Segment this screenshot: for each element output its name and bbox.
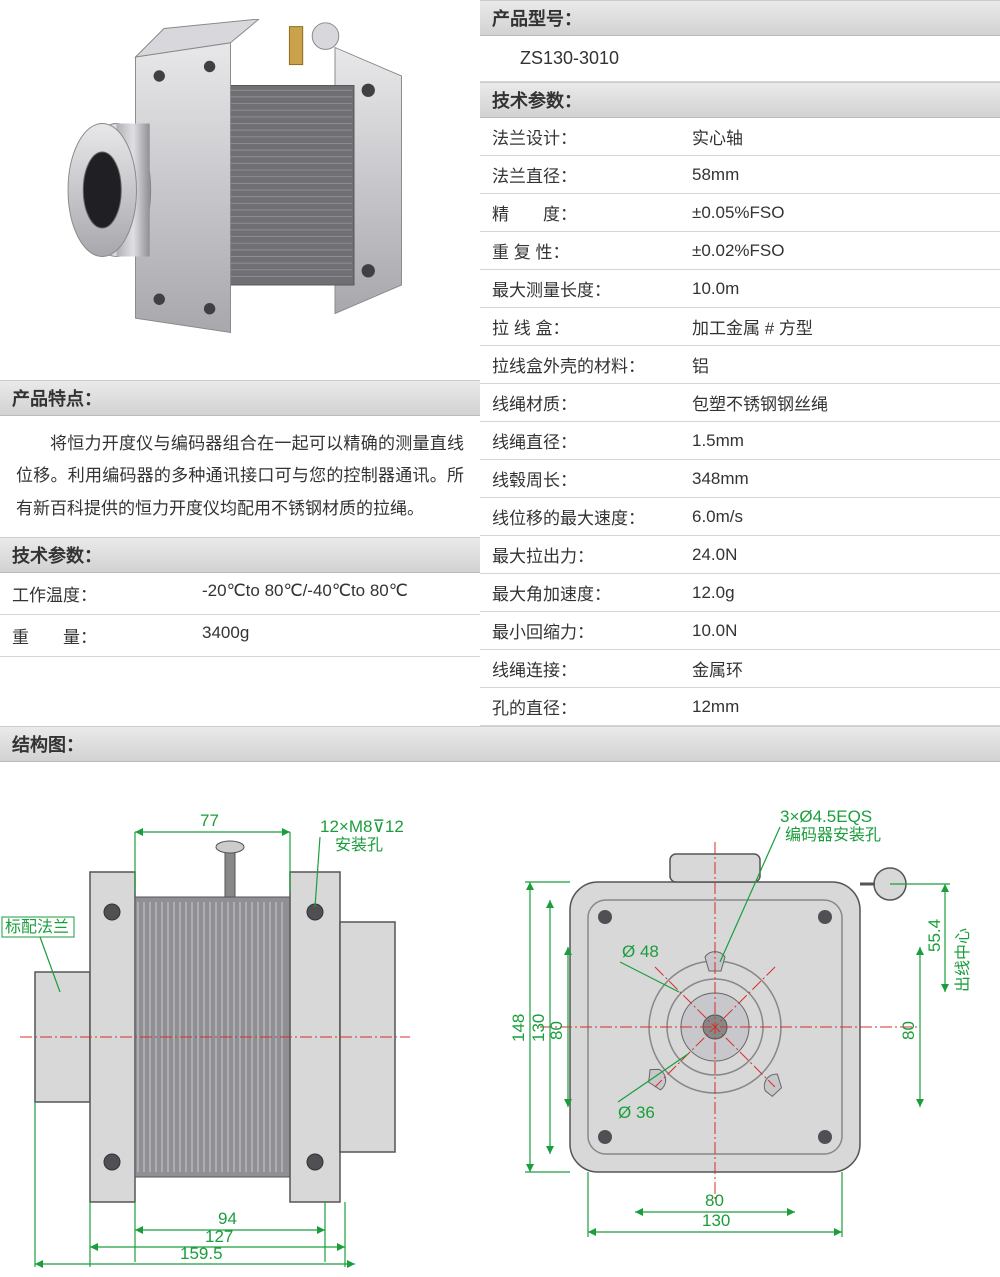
spec-row: 最大拉出力：24.0N	[480, 536, 1000, 574]
features-header: 产品特点：	[0, 380, 480, 416]
spec-label: 法兰直径：	[492, 162, 692, 187]
spec-row: 重 量： 3400g	[0, 615, 480, 657]
svg-text:80: 80	[899, 1021, 918, 1040]
spec-row: 拉线盒外壳的材料：铝	[480, 346, 1000, 384]
spec-row: 线绳直径：1.5mm	[480, 422, 1000, 460]
spec-row: 工作温度： -20℃to 80℃/-40℃to 80℃	[0, 573, 480, 615]
svg-text:94: 94	[218, 1209, 237, 1228]
spec-label: 线绳连接：	[492, 656, 692, 681]
spec-label: 最大拉出力：	[492, 542, 692, 567]
spec-label: 线位移的最大速度：	[492, 504, 692, 529]
spec-value: 12mm	[692, 697, 1000, 717]
spec-label: 法兰设计：	[492, 124, 692, 149]
spec-value: 加工金属 # 方型	[692, 314, 1000, 339]
spec-label: 线绳直径：	[492, 428, 692, 453]
spec-row: 线位移的最大速度：6.0m/s	[480, 498, 1000, 536]
spec-label: 拉 线 盒：	[492, 314, 692, 339]
spec-value: ±0.02%FSO	[692, 241, 1000, 261]
spec-value: 12.0g	[692, 583, 1000, 603]
spec-row: 线毂周长：348mm	[480, 460, 1000, 498]
left-tech-specs-header: 技术参数：	[0, 537, 480, 573]
spec-label: 精 度：	[492, 200, 692, 225]
spec-label: 工作温度：	[12, 581, 202, 606]
model-number: ZS130-3010	[480, 36, 1000, 82]
svg-text:3×Ø4.5EQS: 3×Ø4.5EQS	[780, 807, 872, 826]
svg-text:159.5: 159.5	[180, 1244, 223, 1263]
spec-label: 最大角加速度：	[492, 580, 692, 605]
spec-row: 最小回缩力：10.0N	[480, 612, 1000, 650]
svg-text:77: 77	[200, 811, 219, 830]
spec-label: 最大测量长度：	[492, 276, 692, 301]
product-photo	[20, 0, 460, 380]
svg-text:Ø 36: Ø 36	[618, 1103, 655, 1122]
svg-text:148: 148	[509, 1014, 528, 1042]
spec-row: 法兰直径：58mm	[480, 156, 1000, 194]
svg-text:130: 130	[702, 1211, 730, 1230]
svg-text:编码器安装孔: 编码器安装孔	[785, 826, 881, 844]
spec-label: 线绳材质：	[492, 390, 692, 415]
spec-row: 拉 线 盒：加工金属 # 方型	[480, 308, 1000, 346]
right-tech-specs-header: 技术参数：	[480, 82, 1000, 118]
spec-value: ±0.05%FSO	[692, 203, 1000, 223]
spec-row: 最大测量长度：10.0m	[480, 270, 1000, 308]
svg-text:80: 80	[705, 1191, 724, 1210]
right-specs-table: 法兰设计：实心轴法兰直径：58mm精 度：±0.05%FSO重 复 性：±0.0…	[480, 118, 1000, 726]
spec-value: 1.5mm	[692, 431, 1000, 451]
features-text: 将恒力开度仪与编码器组合在一起可以精确的测量直线位移。利用编码器的多种通讯接口可…	[0, 416, 480, 537]
spec-row: 法兰设计：实心轴	[480, 118, 1000, 156]
structure-header: 结构图：	[0, 726, 1000, 762]
svg-text:安装孔: 安装孔	[335, 836, 383, 854]
spec-row: 重 复 性：±0.02%FSO	[480, 232, 1000, 270]
spec-value: 10.0m	[692, 279, 1000, 299]
spec-value: 实心轴	[692, 124, 1000, 149]
svg-text:55.4: 55.4	[925, 919, 944, 952]
spec-value: 10.0N	[692, 621, 1000, 641]
spec-value: 348mm	[692, 469, 1000, 489]
left-specs-table: 工作温度： -20℃to 80℃/-40℃to 80℃ 重 量： 3400g	[0, 573, 480, 657]
spec-label: 线毂周长：	[492, 466, 692, 491]
spec-value: 包塑不锈钢钢丝绳	[692, 390, 1000, 415]
spec-value: 6.0m/s	[692, 507, 1000, 527]
model-header: 产品型号：	[480, 0, 1000, 36]
spec-label: 最小回缩力：	[492, 618, 692, 643]
svg-text:80: 80	[547, 1021, 566, 1040]
spec-label: 孔的直径：	[492, 694, 692, 719]
structure-diagram: 77 94 127	[0, 762, 1000, 1272]
spec-value: 24.0N	[692, 545, 1000, 565]
spec-label: 重 复 性：	[492, 238, 692, 263]
spec-row: 线绳连接：金属环	[480, 650, 1000, 688]
spec-row: 精 度：±0.05%FSO	[480, 194, 1000, 232]
spec-row: 孔的直径：12mm	[480, 688, 1000, 726]
spec-value: -20℃to 80℃/-40℃to 80℃	[202, 581, 480, 606]
svg-text:标配法兰: 标配法兰	[5, 918, 69, 936]
spec-value: 铝	[692, 352, 1000, 377]
svg-text:130: 130	[529, 1014, 548, 1042]
spec-value: 3400g	[202, 623, 480, 648]
spec-row: 最大角加速度：12.0g	[480, 574, 1000, 612]
spec-value: 金属环	[692, 656, 1000, 681]
svg-text:出线中心: 出线中心	[954, 928, 972, 992]
svg-text:12×M8⊽12: 12×M8⊽12	[320, 817, 404, 836]
spec-label: 重 量：	[12, 623, 202, 648]
spec-value: 58mm	[692, 165, 1000, 185]
spec-label: 拉线盒外壳的材料：	[492, 352, 692, 377]
svg-text:Ø 48: Ø 48	[622, 942, 659, 961]
spec-row: 线绳材质：包塑不锈钢钢丝绳	[480, 384, 1000, 422]
